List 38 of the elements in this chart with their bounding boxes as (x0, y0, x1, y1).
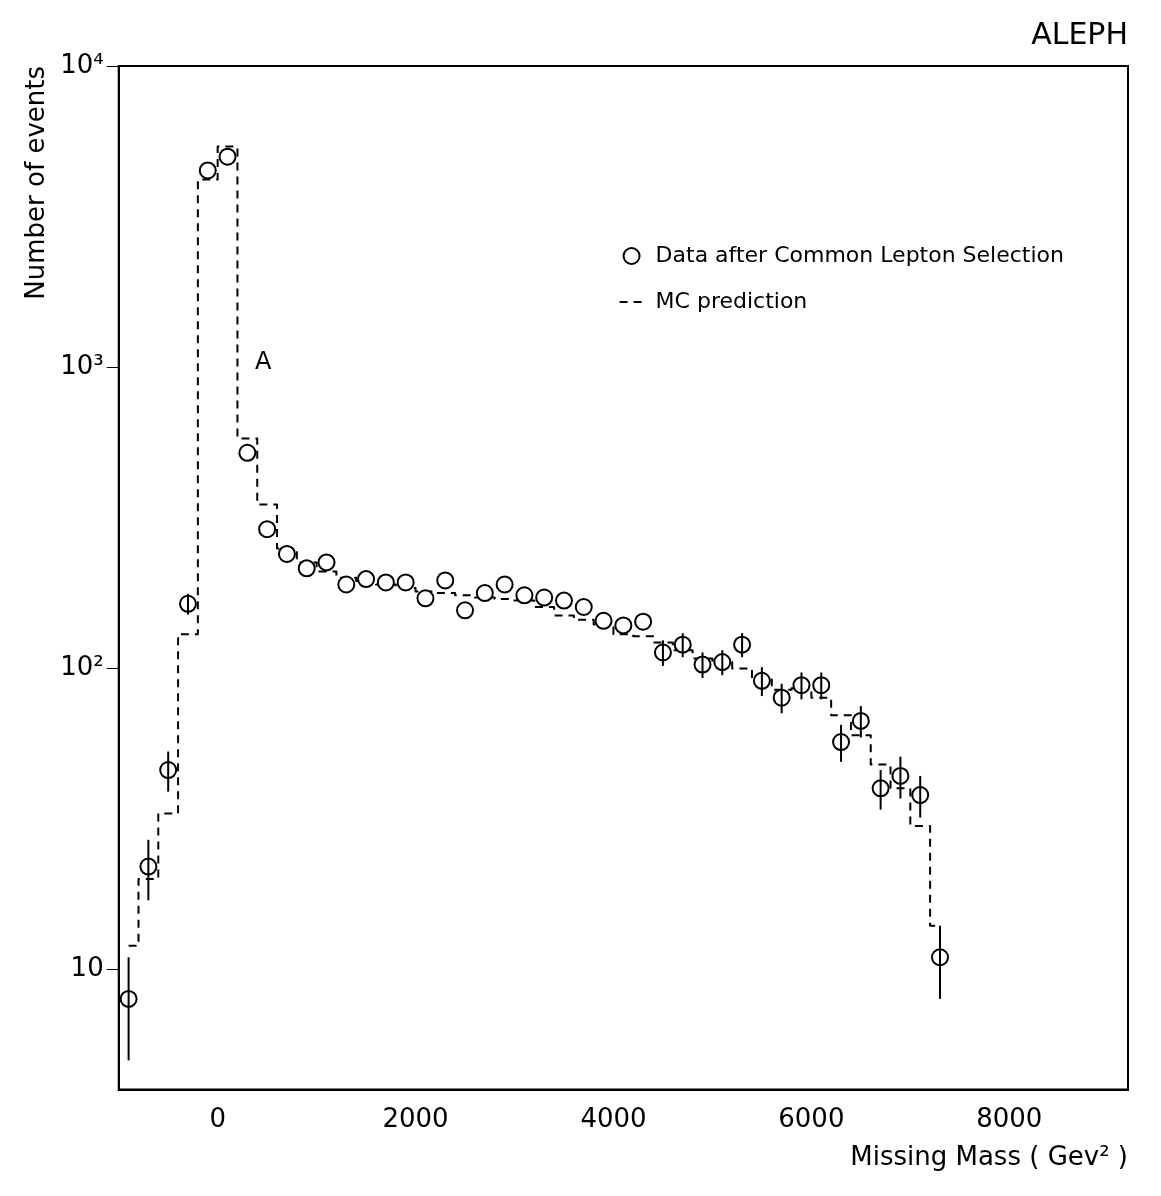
y-tick-label: 10 (70, 952, 104, 983)
x-tick-label: 2000 (382, 1102, 449, 1133)
point (238, 443, 257, 462)
point (337, 575, 356, 594)
point (416, 589, 435, 608)
legend-label: Data after Common Lepton Selection (655, 241, 1064, 267)
y-axis-title: Number of events (20, 66, 51, 300)
point (396, 573, 415, 592)
x-tick-label: 4000 (580, 1102, 647, 1133)
y-tick-label: 10³ (60, 349, 104, 380)
point (515, 586, 534, 605)
annotation: A (254, 347, 272, 376)
point (357, 570, 376, 589)
point (495, 575, 514, 594)
point (258, 520, 277, 539)
point (297, 559, 316, 578)
point (277, 544, 296, 563)
point (218, 147, 237, 166)
point (198, 161, 217, 180)
point (554, 591, 573, 610)
point (614, 616, 633, 635)
point (436, 571, 455, 590)
y-tick-label: 10² (60, 651, 104, 682)
point (535, 588, 554, 607)
point (376, 573, 395, 592)
point (634, 612, 653, 631)
chart-title: ALEPH (1031, 15, 1128, 51)
x-axis-title: Missing Mass ( Gev² ) (850, 1141, 1128, 1172)
y-tick-label: 10⁴ (60, 48, 104, 79)
x-tick-label: 8000 (976, 1102, 1043, 1133)
x-tick-label: 0 (209, 1102, 226, 1133)
x-tick-label: 6000 (778, 1102, 845, 1133)
legend-label: MC prediction (655, 287, 808, 313)
point (574, 597, 593, 616)
point (475, 584, 494, 603)
point (456, 601, 475, 620)
point (594, 611, 613, 630)
point (317, 553, 336, 572)
